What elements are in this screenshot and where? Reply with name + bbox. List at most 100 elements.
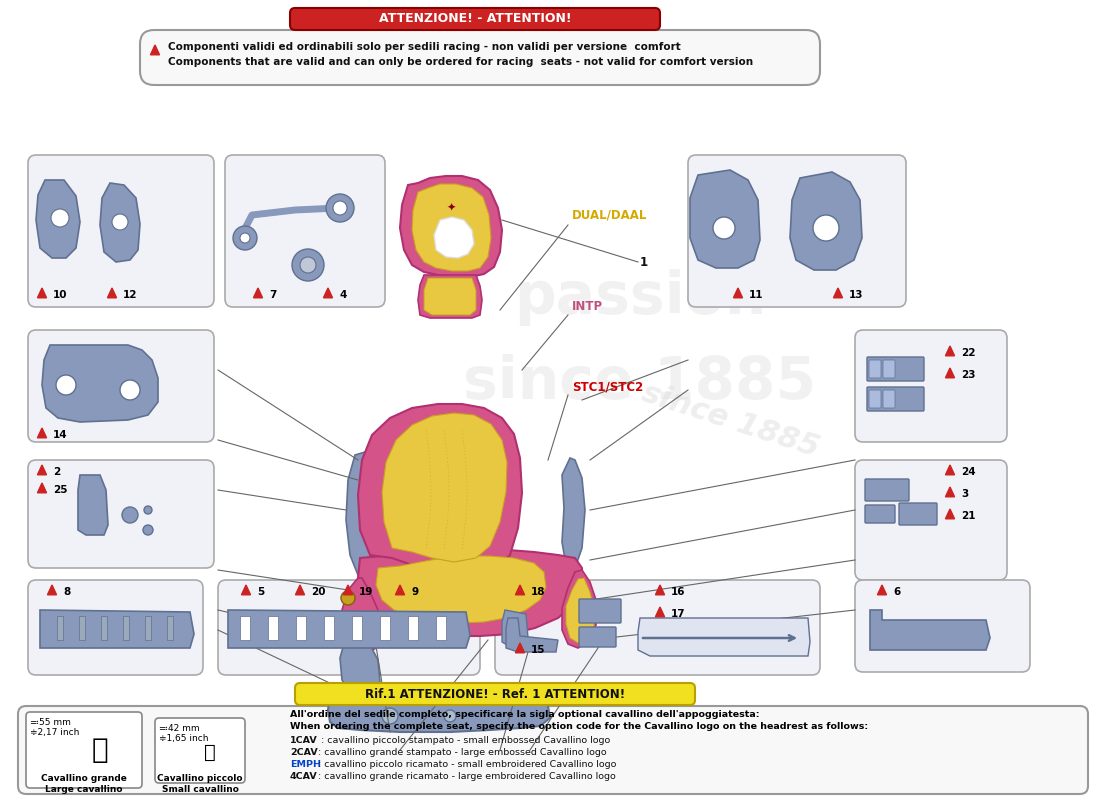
FancyBboxPatch shape [867,387,924,411]
Polygon shape [37,483,46,493]
Polygon shape [690,170,760,268]
Text: 20: 20 [311,587,326,597]
Polygon shape [516,585,525,594]
Text: 3: 3 [961,489,968,499]
Bar [324,616,334,640]
FancyBboxPatch shape [579,599,621,623]
Polygon shape [376,556,546,623]
Polygon shape [323,288,332,298]
Bar [123,616,129,640]
Circle shape [333,201,346,215]
Text: 21: 21 [961,511,976,521]
Polygon shape [296,585,305,594]
Text: ≕42 mm: ≕42 mm [160,724,199,733]
Text: 14: 14 [53,430,67,440]
Bar [167,616,173,640]
Circle shape [144,506,152,514]
FancyBboxPatch shape [883,360,895,378]
Polygon shape [228,610,470,648]
Text: ≕55 mm: ≕55 mm [30,718,70,727]
FancyBboxPatch shape [865,479,909,501]
Text: Cavallino piccolo
Small cavallino: Cavallino piccolo Small cavallino [157,774,243,794]
Circle shape [713,217,735,239]
Text: Cavallino grande
Large cavallino: Cavallino grande Large cavallino [41,774,126,794]
Polygon shape [42,345,158,422]
Text: 17: 17 [671,609,685,619]
Polygon shape [790,172,862,270]
FancyBboxPatch shape [18,706,1088,794]
FancyBboxPatch shape [140,30,820,85]
FancyBboxPatch shape [865,505,895,523]
Polygon shape [358,404,522,575]
Text: 8: 8 [63,587,70,597]
FancyBboxPatch shape [688,155,906,307]
Bar [352,616,362,640]
Text: Components that are valid and can only be ordered for racing  seats - not valid : Components that are valid and can only b… [168,57,754,67]
FancyBboxPatch shape [855,580,1030,672]
Polygon shape [310,722,590,750]
Polygon shape [656,607,664,617]
FancyBboxPatch shape [290,8,660,30]
Text: 🐎: 🐎 [205,742,216,762]
FancyBboxPatch shape [28,460,214,568]
FancyBboxPatch shape [869,390,881,408]
Text: 2CAV: 2CAV [290,748,318,757]
Text: 22: 22 [961,348,976,358]
Text: Rif.1 ATTENZIONE! - Ref. 1 ATTENTION!: Rif.1 ATTENZIONE! - Ref. 1 ATTENTION! [365,687,625,701]
FancyBboxPatch shape [579,627,616,647]
Polygon shape [328,695,550,732]
Circle shape [56,375,76,395]
Circle shape [341,591,355,605]
Polygon shape [36,180,80,258]
Text: 15: 15 [531,645,546,655]
Text: ≑2,17 inch: ≑2,17 inch [30,728,79,737]
Text: since 1885: since 1885 [638,378,823,462]
Polygon shape [424,278,476,315]
Bar [240,616,250,640]
Text: 16: 16 [671,587,685,597]
FancyBboxPatch shape [855,330,1006,442]
Bar [57,616,63,640]
Polygon shape [151,45,160,54]
Text: ATTENZIONE! - ATTENTION!: ATTENZIONE! - ATTENTION! [378,13,571,26]
FancyBboxPatch shape [869,360,881,378]
Polygon shape [108,288,117,298]
Circle shape [292,249,324,281]
Text: Componenti validi ed ordinabili solo per sedili racing - non validi per versione: Componenti validi ed ordinabili solo per… [168,42,681,52]
Text: 12: 12 [123,290,138,300]
Polygon shape [562,570,596,648]
Polygon shape [434,217,474,258]
FancyBboxPatch shape [883,390,895,408]
Text: 23: 23 [961,370,976,380]
Circle shape [233,226,257,250]
Text: 19: 19 [359,587,373,597]
Circle shape [382,708,398,724]
Text: 5: 5 [257,587,264,597]
Text: 11: 11 [749,290,763,300]
Polygon shape [242,585,251,594]
Text: 1: 1 [640,255,648,269]
FancyBboxPatch shape [899,503,937,525]
Polygon shape [400,176,502,277]
Polygon shape [946,346,955,356]
Polygon shape [78,475,108,535]
Polygon shape [40,610,194,648]
Polygon shape [566,578,594,643]
Polygon shape [253,288,263,298]
Bar [436,616,446,640]
FancyBboxPatch shape [28,330,214,442]
Text: 2: 2 [53,467,60,477]
Text: 6: 6 [893,587,900,597]
FancyBboxPatch shape [155,718,245,783]
Polygon shape [946,465,955,475]
Text: : cavallino piccolo stampato - small embossed Cavallino logo: : cavallino piccolo stampato - small emb… [318,736,610,745]
Text: 25: 25 [53,485,67,495]
Polygon shape [506,618,558,652]
Text: 1CAV: 1CAV [290,736,318,745]
Text: 🐎: 🐎 [91,736,108,764]
Circle shape [444,710,456,722]
Polygon shape [870,610,990,650]
Text: 4CAV: 4CAV [290,772,318,781]
Polygon shape [418,275,482,318]
Text: ≑1,65 inch: ≑1,65 inch [160,734,209,743]
